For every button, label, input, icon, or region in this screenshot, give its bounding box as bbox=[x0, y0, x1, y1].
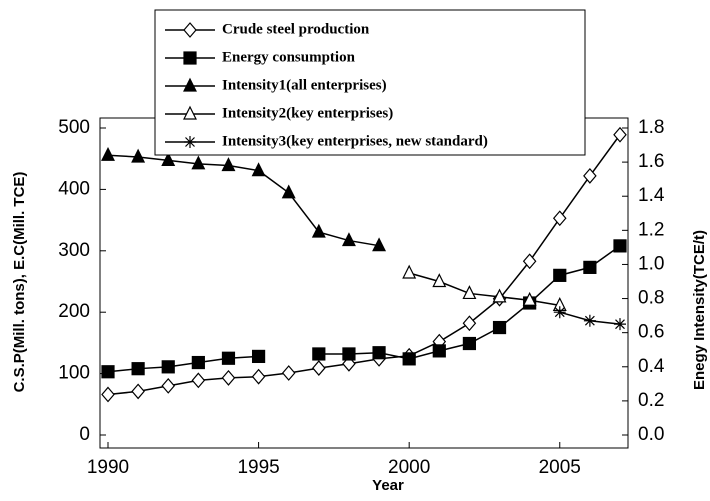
y2-tick-label: 1.0 bbox=[638, 253, 664, 274]
marker-diamond bbox=[131, 383, 145, 400]
plot-frame bbox=[99, 117, 629, 449]
y2-tick-label: 0.4 bbox=[638, 356, 665, 377]
marker-triangle bbox=[161, 152, 176, 167]
legend-label: Intensity1(all enterprises) bbox=[222, 77, 387, 93]
y-tick-label: 500 bbox=[58, 117, 90, 138]
marker-triangle bbox=[191, 155, 206, 170]
x-tick-label: 2000 bbox=[388, 457, 430, 478]
y-tick-label: 0 bbox=[79, 424, 90, 445]
series-line bbox=[107, 154, 380, 247]
marker-diamond bbox=[462, 315, 477, 332]
y2-tick-label: 1.2 bbox=[638, 219, 664, 240]
marker-square bbox=[462, 336, 477, 351]
marker-diamond bbox=[522, 253, 537, 270]
marker-square bbox=[183, 51, 197, 65]
marker-square bbox=[492, 320, 507, 335]
marker-asterisk bbox=[184, 136, 196, 148]
x-tick-label: 1995 bbox=[237, 457, 279, 478]
marker-diamond bbox=[251, 368, 266, 385]
marker-triangle bbox=[281, 184, 296, 199]
y-tick-label: 100 bbox=[58, 363, 90, 384]
marker-diamond bbox=[161, 377, 176, 394]
marker-diamond bbox=[221, 369, 236, 386]
marker-square bbox=[131, 362, 145, 376]
marker-triangle bbox=[251, 162, 266, 177]
marker-square bbox=[161, 360, 175, 374]
marker-asterisk bbox=[583, 314, 596, 327]
legend: Crude steel production Energy consumption… bbox=[154, 9, 586, 156]
y2-tick-label: 0.0 bbox=[638, 424, 664, 445]
y-tick-label: 300 bbox=[58, 240, 90, 261]
y2-tick-label: 0.8 bbox=[638, 288, 664, 309]
marker-square bbox=[191, 355, 205, 370]
marker-asterisk bbox=[553, 306, 566, 319]
marker-square bbox=[613, 239, 627, 253]
marker-square bbox=[583, 260, 597, 274]
legend-label: Intensity3(key enterprises, new standard… bbox=[222, 133, 488, 149]
marker-triangle bbox=[221, 157, 236, 172]
marker-triangle bbox=[183, 77, 197, 92]
y2-tick-label: 0.2 bbox=[638, 390, 664, 411]
marker-triangle bbox=[372, 237, 387, 252]
marker-diamond bbox=[613, 126, 627, 143]
y2-tick-label: 0.6 bbox=[638, 322, 664, 343]
y2-tick-label: 1.4 bbox=[638, 185, 665, 206]
marker-triangle bbox=[402, 264, 417, 279]
marker-triangle bbox=[183, 105, 197, 120]
marker-diamond bbox=[101, 386, 115, 403]
x-tick-label: 1990 bbox=[87, 457, 129, 478]
y2-tick-label: 1.8 bbox=[638, 117, 664, 138]
marker-asterisk bbox=[614, 318, 626, 331]
marker-diamond bbox=[583, 167, 597, 184]
series-line bbox=[107, 134, 621, 396]
marker-triangle bbox=[522, 291, 537, 306]
marker-diamond bbox=[312, 360, 326, 376]
legend-box bbox=[154, 9, 586, 156]
marker-square bbox=[432, 344, 446, 358]
marker-square bbox=[342, 347, 356, 361]
marker-square bbox=[402, 352, 416, 366]
marker-diamond bbox=[552, 210, 567, 227]
y-tick-label: 400 bbox=[58, 178, 90, 199]
x-axis-label: Year bbox=[372, 477, 404, 494]
marker-triangle bbox=[462, 285, 477, 300]
marker-square bbox=[251, 349, 266, 364]
y-axis-label: C.S.P(Mill. tons), E.C(Mill. TCE) bbox=[11, 172, 28, 393]
marker-square bbox=[101, 365, 115, 379]
marker-square bbox=[312, 347, 326, 361]
marker-triangle bbox=[311, 223, 326, 238]
legend-label: Energy consumption bbox=[222, 49, 356, 65]
y2-axis-label: Enegy Intensity(TCE/t) bbox=[691, 230, 708, 390]
marker-diamond bbox=[281, 365, 296, 381]
marker-square bbox=[553, 268, 567, 282]
marker-triangle bbox=[492, 288, 507, 303]
marker-square bbox=[221, 351, 236, 365]
marker-diamond bbox=[183, 22, 197, 38]
series-line bbox=[408, 272, 560, 307]
legend-label: Intensity2(key enterprises) bbox=[222, 105, 393, 121]
marker-triangle bbox=[341, 232, 356, 247]
marker-diamond bbox=[191, 372, 206, 389]
marker-square bbox=[372, 346, 386, 360]
legend-label: Crude steel production bbox=[222, 21, 370, 37]
x-tick-label: 2005 bbox=[539, 457, 581, 478]
marker-triangle bbox=[101, 146, 115, 161]
marker-triangle bbox=[432, 273, 447, 288]
series-line bbox=[107, 245, 621, 373]
marker-triangle bbox=[131, 148, 146, 163]
y2-tick-label: 1.6 bbox=[638, 151, 664, 172]
y-tick-label: 200 bbox=[58, 301, 90, 322]
